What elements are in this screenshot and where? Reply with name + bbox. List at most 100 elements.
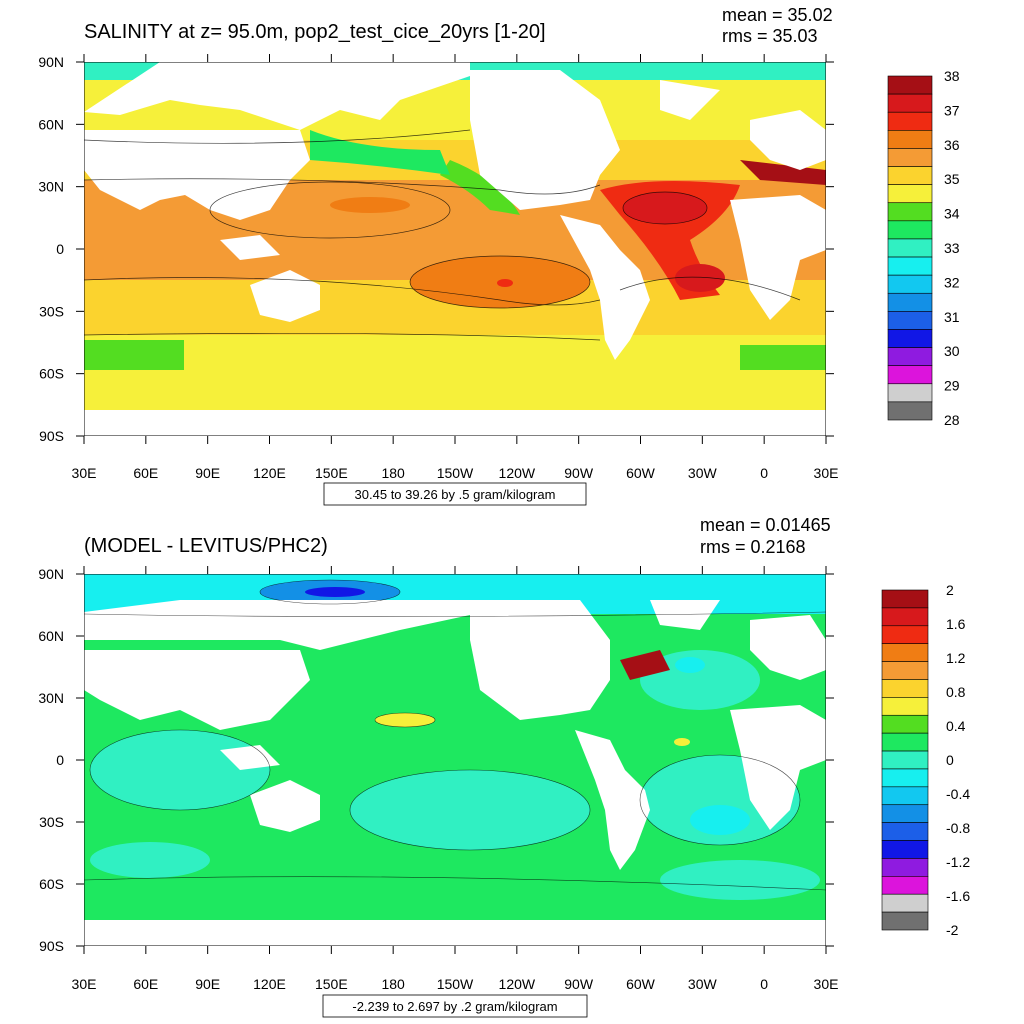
panel-top-mean: mean = 35.02 (722, 5, 833, 25)
x-tick-label: 120W (499, 465, 536, 481)
x-tick-label: 180 (381, 465, 405, 481)
y-tick-label: 90S (39, 938, 64, 954)
x-tick-label: 180 (381, 976, 405, 992)
panel-top-title: SALINITY at z= 95.0m, pop2_test_cice_20y… (84, 21, 546, 43)
x-tick-label: 30E (814, 976, 839, 992)
x-tick-label: 0 (760, 976, 768, 992)
colorbar-swatch (881, 858, 929, 877)
colorbar-label: 28 (944, 412, 960, 428)
x-tick-label: 90W (564, 976, 594, 992)
panel-bottom-mean: mean = 0.01465 (700, 515, 831, 535)
colorbar-swatch (887, 238, 933, 258)
colorbar-label: 0.4 (946, 718, 966, 734)
colorbar-swatch (881, 661, 929, 680)
x-tick-label: 0 (760, 465, 768, 481)
colorbar-label: 30 (944, 343, 960, 359)
y-tick-label: 90N (38, 566, 64, 582)
x-tick-label: 150E (315, 976, 348, 992)
x-tick-label: 120E (253, 976, 286, 992)
x-tick-label: 90E (195, 465, 220, 481)
x-tick-label: 30E (814, 465, 839, 481)
colorbar-swatch (881, 732, 929, 752)
x-tick-label: 150E (315, 465, 348, 481)
colorbar-swatch (881, 768, 929, 788)
colorbar-label: 0.8 (946, 684, 966, 700)
colorbar-swatch (887, 220, 933, 240)
x-tick-label: 30E (72, 465, 97, 481)
colorbar-swatch (887, 347, 933, 366)
x-tick-label: 90W (564, 465, 594, 481)
panel-top-x-axis: 30E 60E 90E 120E 150E 180 150W 120W 90W 60W 30W 0 30… (72, 54, 839, 481)
colorbar-swatch (881, 876, 929, 895)
y-tick-label: 60N (38, 628, 64, 644)
colorbar-swatch (881, 625, 929, 644)
panel-bottom-map (84, 574, 826, 946)
colorbar-swatch (881, 804, 929, 823)
colorbar-swatch (881, 893, 929, 913)
colorbar-label: -1.2 (946, 854, 970, 870)
y-tick-label: 90N (38, 54, 64, 70)
colorbar-label: 31 (944, 309, 960, 325)
y-tick-label: 60S (39, 366, 64, 382)
colorbar-label: 29 (944, 378, 960, 394)
panel-top: SALINITY at z= 95.0m, pop2_test_cice_20y… (38, 5, 960, 506)
colorbar-swatch (881, 840, 929, 859)
colorbar-swatch (881, 750, 929, 770)
colorbar-label: 1.6 (946, 616, 966, 632)
colorbar-swatch (887, 130, 933, 149)
panel-bottom-info-text: -2.239 to 2.697 by .2 gram/kilogram (352, 999, 557, 1014)
panel-bottom-rms: rms = 0.2168 (700, 537, 806, 557)
colorbar-label: 1.2 (946, 650, 966, 666)
colorbar-swatch (887, 365, 933, 385)
panel-top-rms: rms = 35.03 (722, 26, 818, 46)
panel-bottom-title: (MODEL - LEVITUS/PHC2) (84, 535, 328, 557)
colorbar-label: 2 (946, 582, 954, 598)
y-tick-label: 30S (39, 303, 64, 319)
panel-top-y-axis: 90N 60N 30N 0 30S 60S 90S (38, 54, 834, 444)
y-tick-label: 30N (38, 690, 64, 706)
x-tick-label: 150W (437, 976, 474, 992)
panel-bottom: (MODEL - LEVITUS/PHC2) mean = 0.01465 rm… (38, 515, 970, 1018)
colorbar-swatch (887, 93, 933, 113)
colorbar-swatch (881, 589, 929, 609)
colorbar-label: 33 (944, 240, 960, 256)
x-tick-label: 30W (688, 465, 718, 481)
panel-bottom-info-box (322, 994, 588, 1018)
y-tick-label: 0 (56, 752, 64, 768)
colorbar-label: -2 (946, 922, 959, 938)
panel-bottom-y-axis: 90N 60N 30N 0 30S 60S 90S (38, 566, 834, 954)
colorbar-swatch (887, 148, 933, 167)
colorbar-label: -0.8 (946, 820, 970, 836)
x-tick-label: 30W (688, 976, 718, 992)
colorbar-swatch (881, 643, 929, 662)
colorbar-swatch (887, 75, 933, 95)
x-tick-label: 60W (626, 465, 656, 481)
colorbar-swatch (887, 383, 933, 403)
panel-top-info-box (323, 482, 587, 506)
x-tick-label: 90E (195, 976, 220, 992)
colorbar-swatch (881, 822, 929, 841)
x-tick-label: 30E (72, 976, 97, 992)
panel-bottom-x-axis: 30E 60E 90E 120E 150E 180 150W 120W 90W 60W 30W 0 30… (72, 566, 839, 992)
x-tick-label: 60E (133, 465, 158, 481)
panel-bottom-colorbar: 2 1.6 1.2 0.8 0.4 0 -0.4 -0.8 -1.2 -1.6 -2 (881, 582, 970, 938)
colorbar-swatch (887, 256, 933, 276)
colorbar-swatch (887, 274, 933, 294)
colorbar-label: 32 (944, 274, 960, 290)
colorbar-label: 37 (944, 102, 960, 118)
colorbar-swatch (887, 184, 933, 204)
colorbar-swatch (887, 292, 933, 312)
colorbar-swatch (881, 786, 929, 806)
colorbar-label: 0 (946, 752, 954, 768)
colorbar-swatch (887, 202, 933, 222)
colorbar-swatch (887, 166, 933, 185)
y-tick-label: 90S (39, 428, 64, 444)
colorbar-label: 38 (944, 68, 960, 84)
y-tick-label: 60S (39, 876, 64, 892)
y-tick-label: 30N (38, 179, 64, 195)
x-tick-label: 60E (133, 976, 158, 992)
colorbar-label: 35 (944, 171, 960, 187)
x-tick-label: 120W (499, 976, 536, 992)
colorbar-label: -0.4 (946, 786, 970, 802)
